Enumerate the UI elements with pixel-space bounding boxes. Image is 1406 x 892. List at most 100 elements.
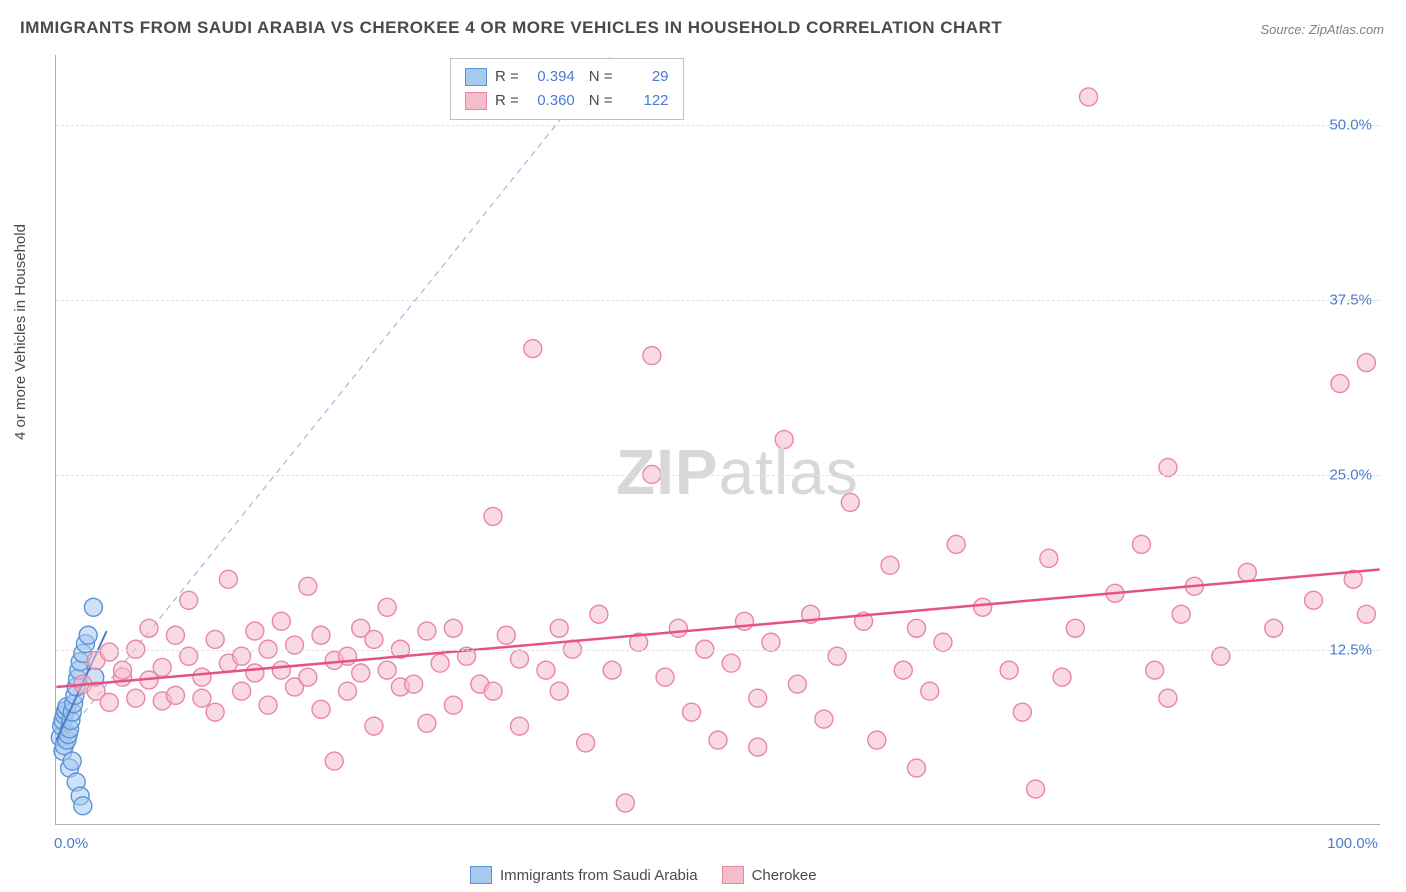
gridline	[56, 475, 1380, 476]
scatter-point	[206, 630, 224, 648]
chart-plot-area: ZIPatlas 0.0% 100.0% 12.5%25.0%37.5%50.0…	[55, 55, 1380, 825]
scatter-point	[114, 661, 132, 679]
scatter-point	[405, 675, 423, 693]
scatter-point	[934, 633, 952, 651]
legend-r-label: R =	[495, 65, 519, 89]
x-tick-right: 100.0%	[1327, 835, 1378, 852]
scatter-point	[193, 668, 211, 686]
scatter-point	[193, 689, 211, 707]
scatter-point	[1146, 661, 1164, 679]
source-attribution: Source: ZipAtlas.com	[1260, 22, 1384, 37]
scatter-point	[484, 682, 502, 700]
legend-stats: R =0.394N =29R =0.360N =122	[450, 58, 684, 120]
scatter-point	[524, 340, 542, 358]
scatter-point	[378, 598, 396, 616]
scatter-point	[1357, 354, 1375, 372]
scatter-point	[100, 693, 118, 711]
scatter-point	[233, 682, 251, 700]
scatter-point	[286, 636, 304, 654]
scatter-point	[550, 619, 568, 637]
scatter-point	[352, 664, 370, 682]
scatter-point	[537, 661, 555, 679]
scatter-point	[180, 591, 198, 609]
scatter-point	[1172, 605, 1190, 623]
chart-title: IMMIGRANTS FROM SAUDI ARABIA VS CHEROKEE…	[20, 18, 1002, 38]
legend-swatch-icon	[722, 866, 744, 884]
legend-r-value: 0.360	[527, 89, 575, 113]
scatter-point	[1066, 619, 1084, 637]
scatter-point	[206, 703, 224, 721]
scatter-point	[749, 689, 767, 707]
scatter-point	[1132, 535, 1150, 553]
legend-n-label: N =	[589, 89, 613, 113]
scatter-point	[127, 689, 145, 707]
scatter-point	[1000, 661, 1018, 679]
scatter-point	[749, 738, 767, 756]
scatter-point	[683, 703, 701, 721]
scatter-point	[603, 661, 621, 679]
scatter-point	[1331, 375, 1349, 393]
scatter-point	[894, 661, 912, 679]
scatter-point	[299, 668, 317, 686]
scatter-point	[1304, 591, 1322, 609]
scatter-point	[444, 619, 462, 637]
y-tick-label: 37.5%	[1329, 292, 1372, 309]
scatter-point	[79, 626, 97, 644]
scatter-point	[74, 797, 92, 815]
scatter-point	[921, 682, 939, 700]
scatter-point	[868, 731, 886, 749]
scatter-point	[841, 493, 859, 511]
y-tick-label: 25.0%	[1329, 467, 1372, 484]
scatter-svg	[56, 55, 1380, 824]
scatter-point	[272, 612, 290, 630]
scatter-point	[84, 598, 102, 616]
scatter-point	[709, 731, 727, 749]
scatter-point	[338, 682, 356, 700]
scatter-point	[140, 619, 158, 637]
gridline	[56, 650, 1380, 651]
scatter-point	[431, 654, 449, 672]
scatter-point	[365, 717, 383, 735]
scatter-point	[312, 626, 330, 644]
legend-item: Cherokee	[722, 866, 817, 884]
scatter-point	[775, 431, 793, 449]
scatter-point	[1013, 703, 1031, 721]
scatter-point	[365, 630, 383, 648]
gridline	[56, 125, 1380, 126]
scatter-point	[788, 675, 806, 693]
scatter-point	[1238, 563, 1256, 581]
legend-swatch-icon	[470, 866, 492, 884]
legend-r-value: 0.394	[527, 65, 575, 89]
legend-n-label: N =	[589, 65, 613, 89]
legend-swatch-icon	[465, 92, 487, 110]
scatter-point	[1040, 549, 1058, 567]
scatter-point	[497, 626, 515, 644]
scatter-point	[550, 682, 568, 700]
y-axis-label: 4 or more Vehicles in Household	[12, 224, 29, 440]
scatter-point	[444, 696, 462, 714]
scatter-point	[762, 633, 780, 651]
y-tick-label: 50.0%	[1329, 117, 1372, 134]
scatter-point	[299, 577, 317, 595]
scatter-point	[100, 643, 118, 661]
scatter-point	[484, 507, 502, 525]
legend-item-label: Cherokee	[752, 867, 817, 884]
scatter-point	[511, 650, 529, 668]
legend-item: Immigrants from Saudi Arabia	[470, 866, 698, 884]
scatter-point	[669, 619, 687, 637]
scatter-point	[908, 619, 926, 637]
scatter-point	[1053, 668, 1071, 686]
scatter-point	[272, 661, 290, 679]
scatter-point	[246, 622, 264, 640]
scatter-point	[590, 605, 608, 623]
scatter-point	[418, 622, 436, 640]
scatter-point	[815, 710, 833, 728]
scatter-point	[643, 347, 661, 365]
legend-r-label: R =	[495, 89, 519, 113]
scatter-point	[63, 752, 81, 770]
scatter-point	[1159, 458, 1177, 476]
scatter-point	[656, 668, 674, 686]
scatter-point	[881, 556, 899, 574]
scatter-point	[259, 696, 277, 714]
scatter-point	[153, 658, 171, 676]
